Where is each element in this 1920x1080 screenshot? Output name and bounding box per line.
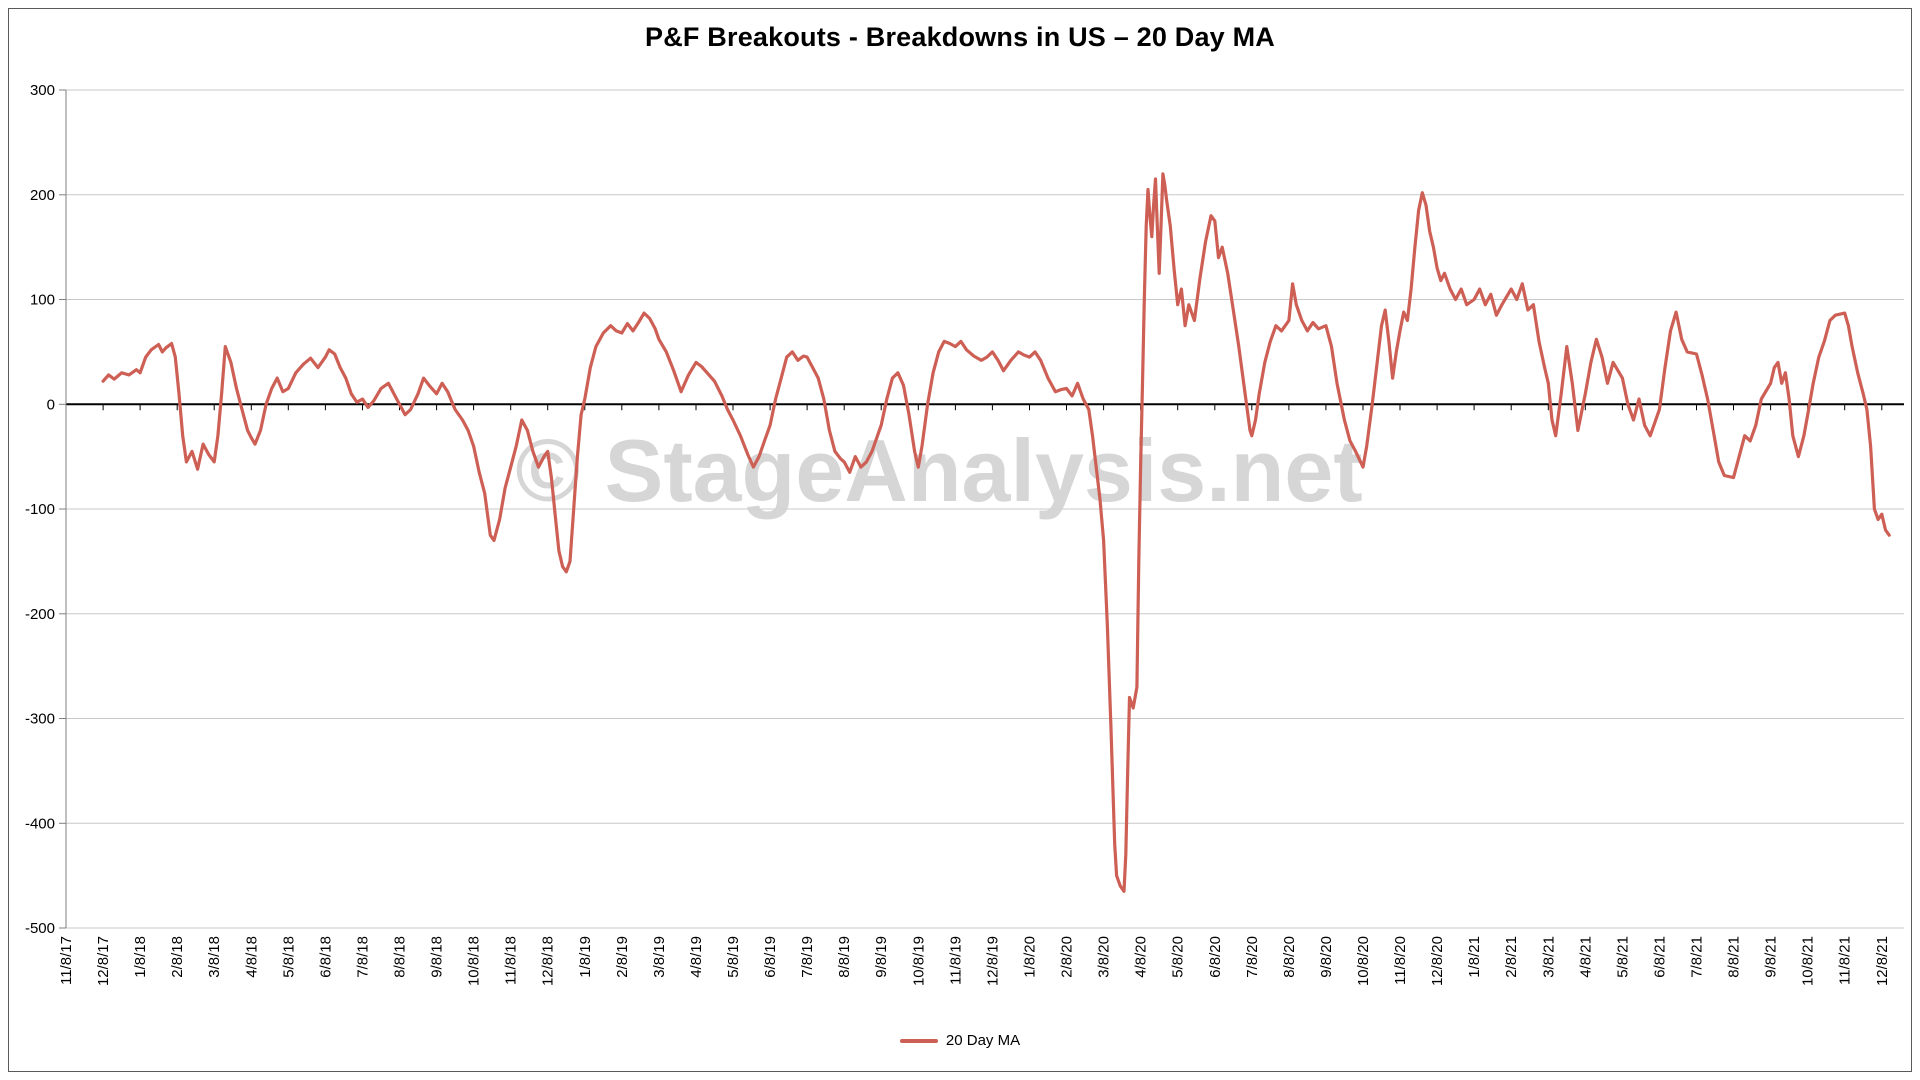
x-axis-label: 4/8/21 — [1577, 936, 1594, 978]
x-axis-label: 3/8/19 — [651, 936, 668, 978]
x-axis-label: 1/8/21 — [1466, 936, 1483, 978]
x-axis-label: 7/8/19 — [799, 936, 816, 978]
x-axis-label: 5/8/19 — [725, 936, 742, 978]
x-axis-label: 11/8/19 — [947, 936, 964, 985]
x-axis-label: 12/8/20 — [1429, 936, 1446, 986]
watermark-text: © StageAnalysis.net — [515, 421, 1362, 520]
x-axis-label: 7/8/20 — [1244, 936, 1261, 978]
x-axis-label: 12/8/19 — [984, 936, 1001, 986]
x-axis-label: 9/8/18 — [429, 936, 446, 978]
x-axis-label: 11/8/20 — [1392, 936, 1409, 985]
x-axis-label: 2/8/20 — [1059, 936, 1076, 978]
legend: 20 Day MA — [0, 1032, 1920, 1049]
x-axis-label: 3/8/21 — [1540, 936, 1557, 978]
x-axis-label: 9/8/19 — [873, 936, 890, 978]
x-axis-label: 12/8/17 — [95, 936, 112, 986]
series-line-20-day-ma — [101, 172, 1891, 893]
y-axis-label: 200 — [30, 187, 55, 204]
y-axis-label: -500 — [25, 920, 55, 937]
x-axis-label: 5/8/20 — [1170, 936, 1187, 978]
legend-line-swatch — [899, 1038, 938, 1043]
plot-area: © StageAnalysis.net 300 200 100 0 -100 -200 -30… — [25, 82, 1904, 986]
x-axis-label: 1/8/19 — [577, 936, 594, 978]
x-axis-label: 10/8/19 — [910, 936, 927, 986]
x-axis-label: 10/8/21 — [1800, 936, 1817, 986]
x-axis-label: 6/8/18 — [317, 936, 334, 978]
x-axis-label: 8/8/18 — [392, 936, 409, 978]
x-axis-label: 7/8/21 — [1689, 936, 1706, 978]
x-axis-label: 10/8/20 — [1355, 936, 1372, 986]
y-axis-label: 100 — [30, 292, 55, 309]
x-axis-label: 10/8/18 — [466, 936, 483, 986]
x-axis-label: 12/8/21 — [1874, 936, 1891, 986]
x-axis-label: 11/8/17 — [58, 936, 75, 985]
x-axis-label: 1/8/18 — [132, 936, 149, 978]
chart-title: P&F Breakouts - Breakdowns in US – 20 Da… — [645, 22, 1275, 52]
x-axis-label: 12/8/18 — [540, 936, 557, 986]
x-axis-label: 2/8/21 — [1503, 936, 1520, 978]
x-axis-label: 4/8/20 — [1133, 936, 1150, 978]
y-axis-label: 0 — [47, 396, 55, 413]
x-axis-label: 7/8/18 — [355, 936, 372, 978]
x-axis-label: 5/8/21 — [1614, 936, 1631, 978]
x-axis-label: 8/8/19 — [836, 936, 853, 978]
legend-label: 20 Day MA — [945, 1032, 1021, 1049]
x-axis-label: 6/8/21 — [1651, 936, 1668, 978]
x-axis-label: 3/8/20 — [1096, 936, 1113, 978]
x-axis-label: 4/8/19 — [688, 936, 705, 978]
y-axis-label: -200 — [25, 606, 55, 623]
y-axis-label: -400 — [25, 815, 55, 832]
y-axis-label: -300 — [25, 711, 55, 728]
x-axis-label: 9/8/20 — [1318, 936, 1335, 978]
x-axis-label: 2/8/18 — [169, 936, 186, 978]
y-axis-label: -100 — [25, 501, 55, 518]
x-axis-label: 5/8/18 — [280, 936, 297, 978]
x-axis-label: 11/8/21 — [1837, 936, 1854, 985]
x-axis-label: 1/8/20 — [1022, 936, 1039, 978]
x-axis-label: 3/8/18 — [206, 936, 223, 978]
x-axis-label: 2/8/19 — [614, 936, 631, 978]
x-axis-label: 9/8/21 — [1763, 936, 1780, 978]
x-axis-label: 11/8/18 — [503, 936, 520, 985]
x-axis-label: 8/8/21 — [1726, 936, 1743, 978]
x-axis-label: 8/8/20 — [1281, 936, 1298, 978]
x-axis-label: 6/8/20 — [1207, 936, 1224, 978]
x-axis-label: 6/8/19 — [762, 936, 779, 978]
x-axis-label: 4/8/18 — [243, 936, 260, 978]
y-axis-label: 300 — [30, 82, 55, 99]
